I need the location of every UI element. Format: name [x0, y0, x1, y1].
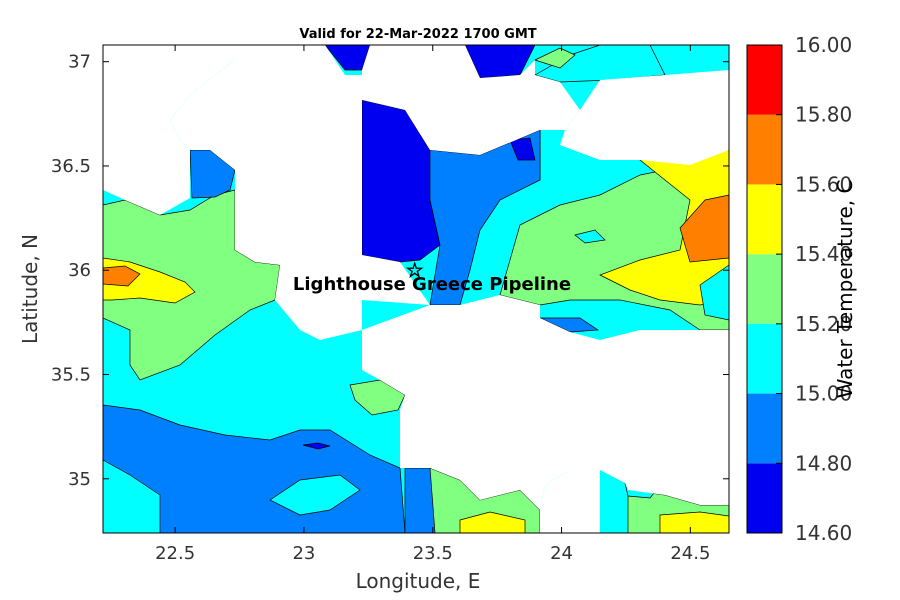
plot-title: Valid for 22-Mar-2022 1700 GMT [299, 27, 536, 42]
colorbar-tick-label: 14.80 [795, 451, 852, 475]
contour-region-darkblue-spot [509, 137, 536, 161]
colorbar [747, 45, 782, 533]
star-icon: ☆ [406, 258, 424, 282]
y-axis: 35 35.5 36 36.5 37 [51, 52, 729, 490]
colorbar-segment [747, 114, 782, 185]
colorbar-tick-label: 15.60 [795, 172, 852, 196]
y-tick-label: 36 [68, 260, 91, 281]
colorbar-segment [747, 463, 782, 533]
y-axis-label: Latitude, N [18, 234, 42, 344]
y-tick-label: 37 [68, 52, 91, 73]
colorbar-tick-label: 15.00 [795, 382, 852, 406]
colorbar-segment [747, 254, 782, 324]
colorbar-segment [747, 323, 782, 394]
colorbar-tick-label: 15.20 [795, 312, 852, 336]
contour-region-cyan-east2 [574, 229, 606, 244]
colorbar-frame [746, 44, 783, 534]
colorbar-tick-label: 14.60 [795, 521, 852, 545]
contour-region-green-ne [534, 47, 576, 69]
colorbar-segment [747, 184, 782, 255]
contour-region-cyan-east [699, 264, 729, 321]
contour-region-yellow-south [459, 511, 526, 533]
contour-region-yellow-se [659, 511, 729, 533]
colorbar-ticks: 14.60 14.80 15.00 15.20 15.40 15.60 15.80 16.00 [776, 33, 852, 545]
x-tick-label: 23.5 [413, 543, 453, 564]
colorbar-tick-label: 16.00 [795, 33, 852, 57]
contour-region-blue-south [404, 467, 436, 533]
colorbar-label: Water Temperature, C [833, 180, 857, 399]
x-tick-label: 22.5 [155, 543, 195, 564]
location-label: Lighthouse Greece Pipeline [293, 274, 571, 295]
plot-area [102, 44, 730, 534]
contour-region-darkblue-sw [302, 442, 331, 450]
colorbar-tick-label: 15.80 [795, 103, 852, 127]
land-mask [103, 45, 729, 533]
y-tick-label: 36.5 [51, 156, 91, 177]
contour-region-blue-north [429, 129, 541, 306]
y-tick-label: 35 [68, 469, 91, 490]
x-axis: 22.5 23 23.5 24 24.5 [155, 45, 710, 564]
colorbar-tick-label: 15.40 [795, 242, 852, 266]
contour-region-cyan-sw [103, 459, 161, 533]
contour-region-orange-east [679, 194, 729, 263]
contour-region-cyan-ne [534, 45, 666, 83]
x-axis-label: Longitude, E [356, 569, 481, 593]
x-tick-label: 24.5 [670, 543, 710, 564]
y-tick-label: 35.5 [51, 365, 91, 386]
x-tick-label: 23 [292, 543, 315, 564]
contour-regions [103, 45, 729, 533]
colorbar-segment [747, 45, 782, 115]
contour-region-orange-west [103, 265, 141, 287]
colorbar-segment [747, 393, 782, 464]
x-tick-label: 24 [550, 543, 573, 564]
contour-region-cyan-s [269, 474, 361, 516]
